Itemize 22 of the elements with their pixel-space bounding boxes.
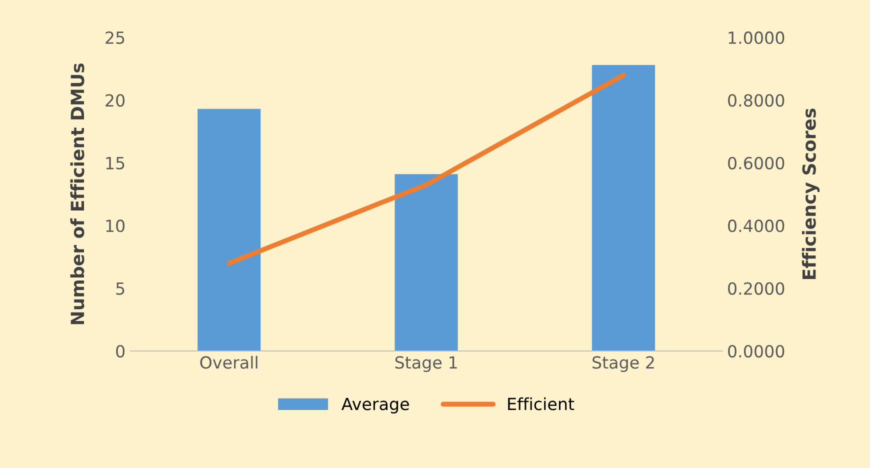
legend-label: Average — [342, 398, 409, 414]
y-tick-label: 5 — [116, 282, 124, 295]
y-tick-label: 25 — [106, 31, 124, 44]
bar — [394, 174, 458, 351]
bar — [198, 108, 261, 351]
y2-tick-label: 1.0000 — [728, 31, 784, 44]
bar — [592, 65, 656, 351]
y-axis-title: Number of Efficient DMUs — [70, 63, 84, 324]
x-tick-label: Overall — [200, 356, 258, 369]
y2-tick-label: 0.2000 — [728, 282, 784, 295]
x-tick-label: Stage 2 — [592, 356, 654, 372]
y2-axis-title: Efficiency Scores — [802, 108, 820, 280]
y2-tick-label: 0.6000 — [728, 156, 784, 170]
y-tick-label: 15 — [106, 157, 124, 170]
y2-tick-label: 0.0000 — [728, 344, 784, 358]
y2-tick-label: 0.8000 — [728, 94, 784, 107]
legend-label: Efficient — [508, 397, 574, 410]
x-tick-label: Stage 1 — [395, 356, 457, 372]
y2-tick-label: 0.4000 — [728, 220, 784, 232]
y-tick-label: 20 — [106, 94, 125, 107]
y-tick-label: 10 — [106, 220, 125, 232]
y-tick-label: 0 — [116, 344, 125, 358]
